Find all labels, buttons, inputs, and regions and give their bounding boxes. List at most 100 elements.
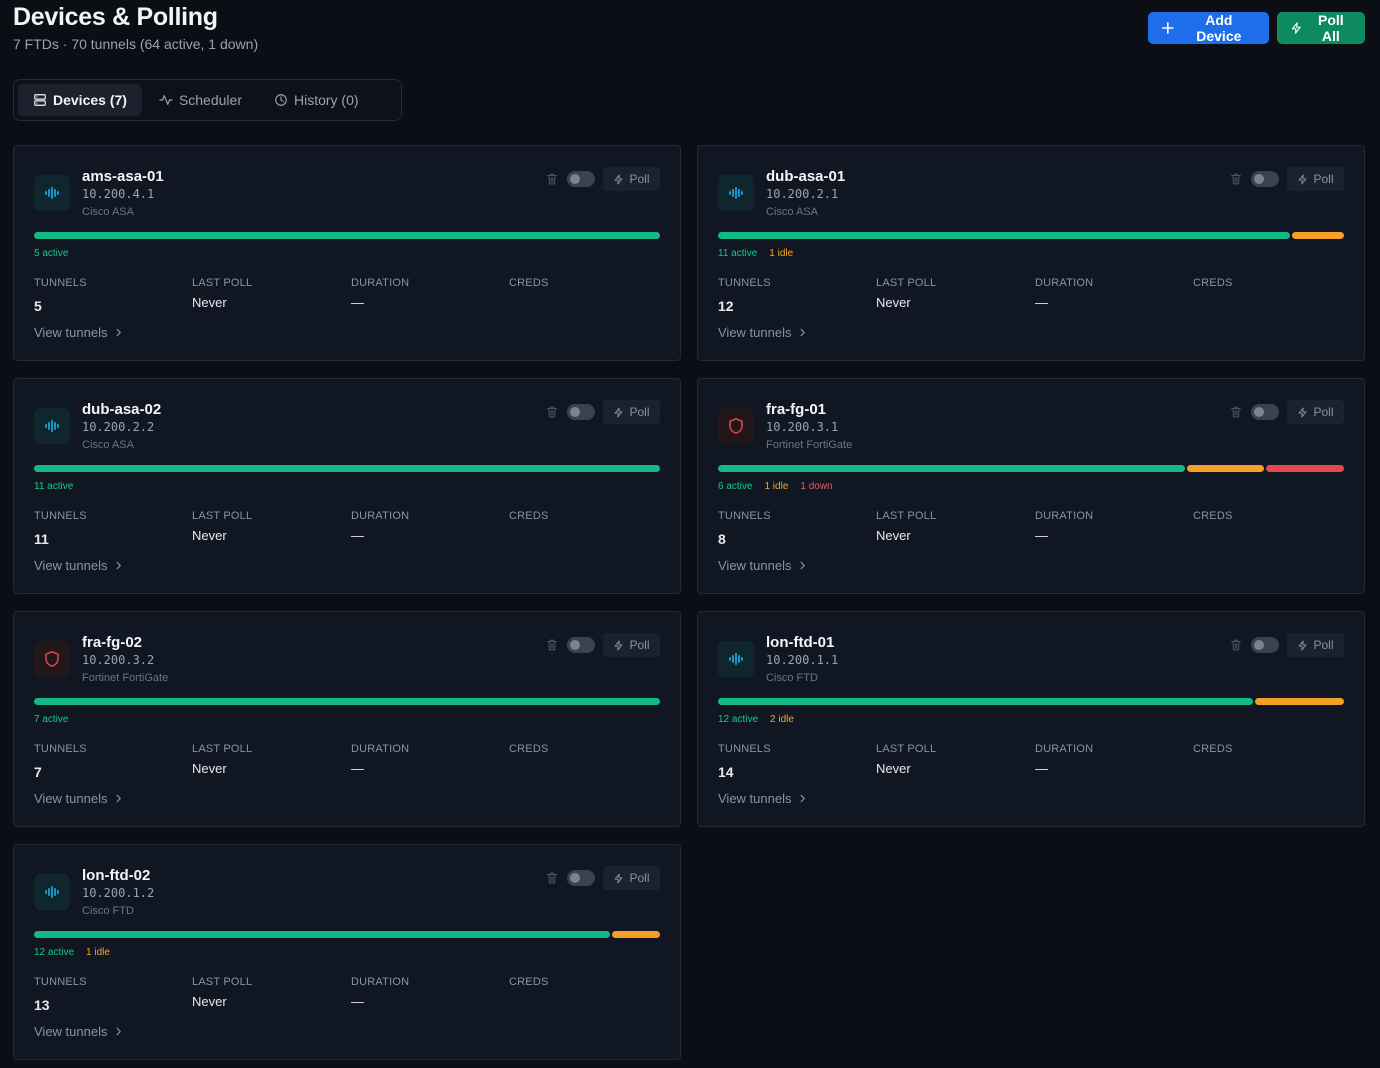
trash-icon[interactable] [545, 638, 559, 652]
view-tunnels-link[interactable]: View tunnels [34, 1024, 123, 1039]
tab-scheduler-label: Scheduler [178, 92, 242, 108]
stat-tunnels: TUNNELS 11 [34, 510, 192, 547]
toggle-knob [570, 640, 580, 650]
trash-icon[interactable] [545, 405, 559, 419]
polling-toggle[interactable] [567, 404, 595, 420]
zap-icon [615, 174, 623, 184]
polling-toggle[interactable] [567, 870, 595, 886]
status-legend: 6 active 1 idle 1 down [718, 481, 833, 492]
trash-icon[interactable] [1229, 638, 1243, 652]
device-type: Cisco ASA [82, 439, 134, 451]
view-tunnels-link[interactable]: View tunnels [34, 325, 123, 340]
active-count-label: 12 active [34, 947, 75, 958]
add-device-button[interactable]: Add Device [1148, 12, 1269, 44]
active-count-label: 12 active [718, 714, 759, 725]
poll-button[interactable]: Poll [603, 400, 660, 424]
creds-label: CREDS [509, 976, 549, 988]
polling-toggle[interactable] [1251, 171, 1279, 187]
idle-segment [612, 931, 660, 938]
toggle-knob [570, 873, 580, 883]
device-type: Cisco ASA [82, 206, 134, 218]
view-tunnels-label: View tunnels [718, 791, 792, 806]
poll-button[interactable]: Poll [603, 633, 660, 657]
poll-all-button[interactable]: Poll All [1277, 12, 1365, 44]
duration-label: DURATION [1035, 743, 1094, 755]
stat-last-poll: LAST POLL Never [876, 277, 1035, 314]
active-segment [34, 931, 610, 938]
trash-icon[interactable] [1229, 405, 1243, 419]
active-count-label: 6 active [718, 481, 753, 492]
last-poll-label: LAST POLL [192, 976, 253, 988]
device-stats: TUNNELS 5 LAST POLL Never DURATION — CRE… [34, 277, 660, 314]
poll-button[interactable]: Poll [1287, 400, 1344, 424]
creds-label: CREDS [509, 743, 549, 755]
poll-button[interactable]: Poll [603, 866, 660, 890]
creds-label: CREDS [1193, 743, 1233, 755]
trash-icon[interactable] [545, 172, 559, 186]
polling-toggle[interactable] [1251, 404, 1279, 420]
duration-value: — [1035, 761, 1048, 776]
view-tunnels-label: View tunnels [718, 325, 792, 340]
card-actions: Poll [1229, 633, 1344, 657]
poll-button[interactable]: Poll [1287, 633, 1344, 657]
device-ip: 10.200.3.1 [766, 420, 839, 434]
polling-toggle[interactable] [567, 637, 595, 653]
zap-icon [1299, 407, 1307, 417]
device-stats: TUNNELS 13 LAST POLL Never DURATION — CR… [34, 976, 660, 1013]
tunnel-status-bar [718, 698, 1344, 705]
duration-value: — [1035, 528, 1048, 543]
view-tunnels-link[interactable]: View tunnels [718, 558, 807, 573]
device-name: lon-ftd-01 [766, 634, 835, 651]
tab-history[interactable]: History (0) [259, 84, 374, 116]
tab-scheduler[interactable]: Scheduler [144, 84, 257, 116]
toggle-knob [1254, 640, 1264, 650]
stat-tunnels: TUNNELS 14 [718, 743, 876, 780]
view-tunnels-label: View tunnels [34, 791, 108, 806]
tunnel-status-bar [34, 931, 660, 938]
card-actions: Poll [1229, 400, 1344, 424]
stat-duration: DURATION — [1035, 277, 1193, 314]
device-type: Fortinet FortiGate [766, 439, 853, 451]
view-tunnels-label: View tunnels [34, 1024, 108, 1039]
device-ip: 10.200.2.2 [82, 420, 155, 434]
card-actions: Poll [545, 866, 660, 890]
poll-button[interactable]: Poll [603, 167, 660, 191]
trash-icon[interactable] [545, 871, 559, 885]
stat-duration: DURATION — [351, 976, 509, 1013]
last-poll-label: LAST POLL [876, 743, 937, 755]
tunnels-value: 5 [34, 298, 42, 314]
stat-tunnels: TUNNELS 5 [34, 277, 192, 314]
device-stats: TUNNELS 12 LAST POLL Never DURATION — CR… [718, 277, 1344, 314]
stat-creds: CREDS [1193, 743, 1313, 780]
tunnel-status-bar [34, 698, 660, 705]
poll-button[interactable]: Poll [1287, 167, 1344, 191]
cisco-bars-icon [729, 187, 743, 199]
device-stats: TUNNELS 7 LAST POLL Never DURATION — CRE… [34, 743, 660, 780]
poll-label: Poll [1313, 172, 1334, 186]
tunnels-value: 11 [34, 531, 49, 547]
stat-duration: DURATION — [1035, 510, 1193, 547]
device-name: fra-fg-01 [766, 401, 827, 418]
view-tunnels-link[interactable]: View tunnels [34, 791, 123, 806]
view-tunnels-link[interactable]: View tunnels [718, 325, 807, 340]
poll-label: Poll [629, 172, 650, 186]
last-poll-value: Never [192, 761, 227, 776]
card-actions: Poll [545, 633, 660, 657]
duration-label: DURATION [351, 743, 410, 755]
active-segment [718, 698, 1253, 705]
polling-toggle[interactable] [1251, 637, 1279, 653]
poll-label: Poll [1313, 405, 1334, 419]
polling-toggle[interactable] [567, 171, 595, 187]
tunnels-label: TUNNELS [718, 277, 771, 289]
poll-label: Poll [629, 871, 650, 885]
idle-count-label: 2 idle [770, 714, 794, 725]
idle-segment [1186, 465, 1265, 472]
trash-icon[interactable] [1229, 172, 1243, 186]
last-poll-value: Never [876, 761, 911, 776]
view-tunnels-link[interactable]: View tunnels [718, 791, 807, 806]
tab-devices[interactable]: Devices (7) [18, 84, 142, 116]
view-tunnels-link[interactable]: View tunnels [34, 558, 123, 573]
creds-label: CREDS [1193, 277, 1233, 289]
active-count-label: 5 active [34, 248, 69, 259]
idle-segment [1254, 698, 1344, 705]
